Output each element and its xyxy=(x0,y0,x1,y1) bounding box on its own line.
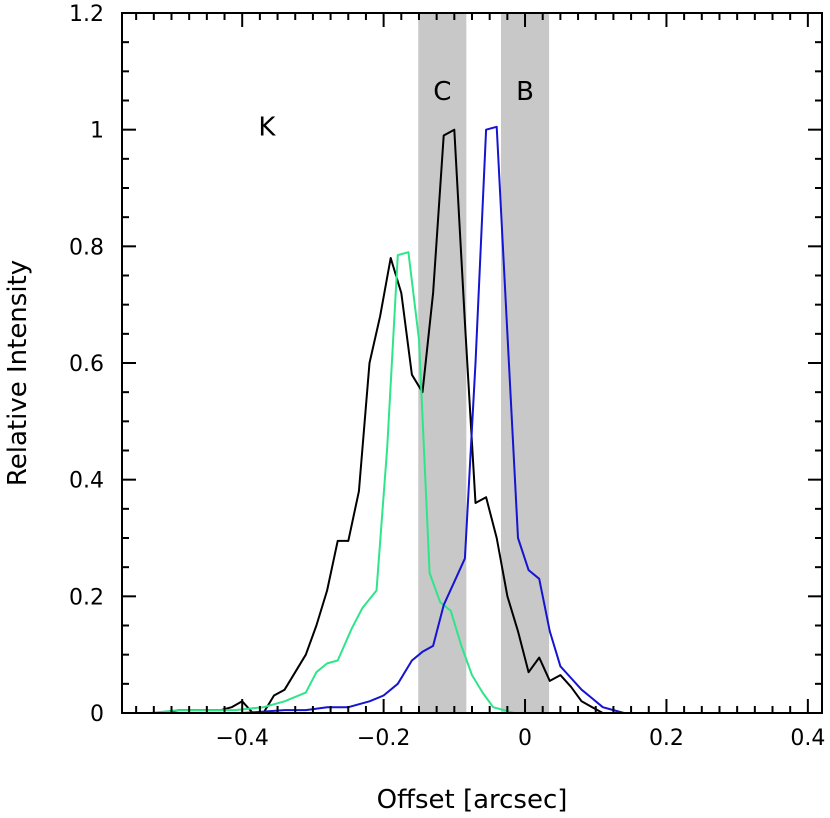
band-label-b: B xyxy=(516,77,534,107)
x-tick-label: 0.4 xyxy=(790,726,825,751)
y-tick-label: 1 xyxy=(90,119,104,144)
y-tick-label: 0 xyxy=(90,702,104,727)
y-tick-label: 0.4 xyxy=(69,469,104,494)
band-label-c: C xyxy=(433,77,451,107)
y-tick-label: 0.8 xyxy=(69,235,104,260)
y-tick-label: 0.2 xyxy=(69,585,104,610)
x-axis-label: Offset [arcsec] xyxy=(377,785,568,815)
plot-frame xyxy=(121,12,823,714)
y-tick-label: 0.6 xyxy=(69,352,104,377)
annotations: K xyxy=(258,113,276,143)
x-tick-label: 0.2 xyxy=(649,726,684,751)
x-tick-label: 0 xyxy=(518,726,532,751)
series-line-3 xyxy=(171,125,773,714)
y-axis-ticks: 0 0.2 0.4 0.6 0.8 1 1.2 xyxy=(69,2,822,727)
x-tick-label: −0.2 xyxy=(357,726,410,751)
y-tick-label: 1.2 xyxy=(69,2,104,27)
annotation-k: K xyxy=(258,113,276,143)
y-axis-label: Relative Intensity xyxy=(3,260,33,486)
x-axis-ticks: −0.4 −0.2 0 0.2 0.4 xyxy=(135,13,825,751)
x-tick-label: −0.4 xyxy=(215,726,268,751)
